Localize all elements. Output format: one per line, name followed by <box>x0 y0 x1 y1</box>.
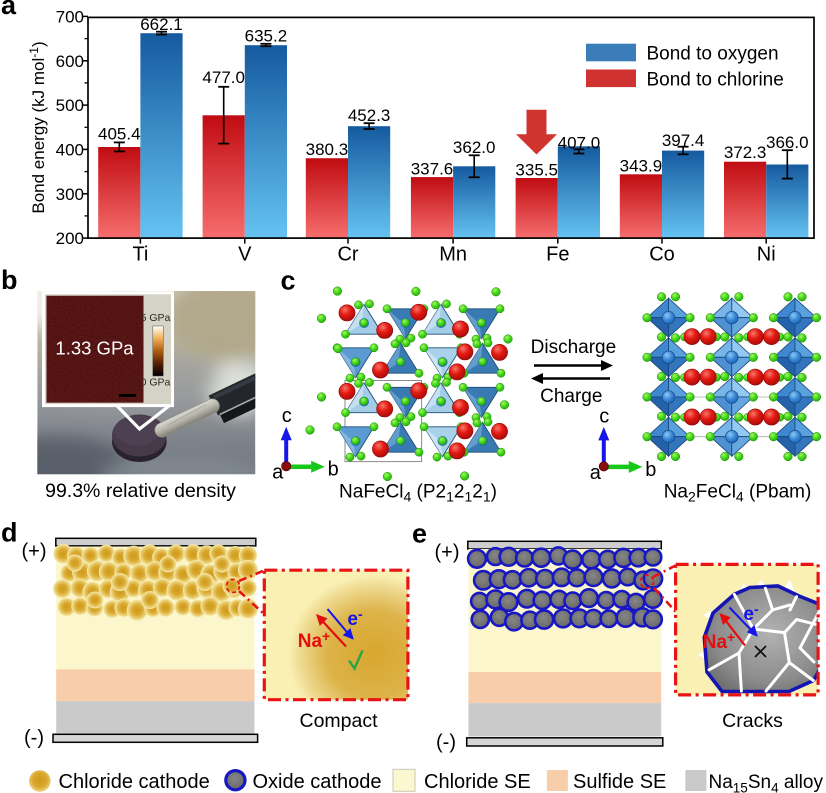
svg-text:(-): (-) <box>436 732 456 754</box>
svg-text:452.3: 452.3 <box>348 106 391 125</box>
svg-text:b: b <box>645 459 656 481</box>
svg-text:b: b <box>328 459 339 481</box>
svg-text:99.3% relative density: 99.3% relative density <box>45 480 236 502</box>
svg-text:d: d <box>1 518 18 548</box>
svg-text:Discharge: Discharge <box>531 337 617 358</box>
svg-text:Fe: Fe <box>546 244 569 266</box>
svg-text:397.4: 397.4 <box>662 131 705 150</box>
svg-text:477.0: 477.0 <box>202 68 245 87</box>
svg-text:400: 400 <box>56 140 84 159</box>
svg-text:343.9: 343.9 <box>620 157 663 176</box>
svg-text:407.0: 407.0 <box>558 133 601 152</box>
svg-text:e: e <box>412 519 427 549</box>
svg-text:Na2FeCl4 (Pbam): Na2FeCl4 (Pbam) <box>664 482 812 505</box>
svg-text:635.2: 635.2 <box>245 27 288 46</box>
svg-text:0 GPa: 0 GPa <box>141 377 171 389</box>
svg-text:Mn: Mn <box>439 244 467 266</box>
svg-text:Chloride SE: Chloride SE <box>424 771 531 793</box>
svg-text:c: c <box>599 405 609 427</box>
svg-text:Compact: Compact <box>299 710 378 732</box>
svg-text:V: V <box>238 244 252 266</box>
svg-text:Na15Sn4 alloy: Na15Sn4 alloy <box>709 772 824 793</box>
svg-text:a: a <box>272 462 284 484</box>
svg-text:(-): (-) <box>24 727 44 749</box>
svg-text:380.3: 380.3 <box>306 140 349 159</box>
svg-text:Cracks: Cracks <box>722 710 783 732</box>
svg-text:b: b <box>1 265 18 295</box>
svg-text:366.0: 366.0 <box>766 133 809 152</box>
svg-text:1.33 GPa: 1.33 GPa <box>55 338 134 359</box>
svg-text:Oxide cathode: Oxide cathode <box>253 771 382 793</box>
svg-text:NaFeCl4 (P212121): NaFeCl4 (P212121) <box>339 482 497 505</box>
svg-text:Sulfide SE: Sulfide SE <box>573 771 666 793</box>
svg-text:Chloride cathode: Chloride cathode <box>59 771 210 793</box>
svg-text:Cr: Cr <box>337 244 358 266</box>
svg-text:335.5: 335.5 <box>515 161 558 180</box>
svg-text:200: 200 <box>56 229 84 248</box>
svg-text:c: c <box>282 405 292 427</box>
svg-text:662.1: 662.1 <box>140 15 183 34</box>
svg-text:Co: Co <box>649 244 675 266</box>
svg-text:(+): (+) <box>22 541 47 563</box>
svg-text:405.4: 405.4 <box>98 125 141 144</box>
svg-text:(+): (+) <box>435 542 460 564</box>
svg-text:372.3: 372.3 <box>724 143 767 162</box>
svg-text:362.0: 362.0 <box>453 138 496 157</box>
svg-text:a: a <box>590 462 602 484</box>
svg-text:5 GPa: 5 GPa <box>141 312 171 324</box>
svg-text:Charge: Charge <box>540 386 602 407</box>
svg-text:700: 700 <box>56 7 84 26</box>
svg-text:600: 600 <box>56 52 84 71</box>
svg-text:Bond energy (kJ mol-1): Bond energy (kJ mol-1) <box>27 41 48 213</box>
svg-text:Ti: Ti <box>132 244 148 266</box>
svg-text:Bond to chlorine: Bond to chlorine <box>647 69 784 90</box>
svg-text:a: a <box>1 0 17 20</box>
svg-text:c: c <box>281 266 296 296</box>
svg-text:337.6: 337.6 <box>411 160 454 179</box>
svg-text:Bond to oxygen: Bond to oxygen <box>647 44 779 65</box>
svg-text:Ni: Ni <box>757 244 776 266</box>
svg-text:300: 300 <box>56 185 84 204</box>
svg-text:500: 500 <box>56 96 84 115</box>
